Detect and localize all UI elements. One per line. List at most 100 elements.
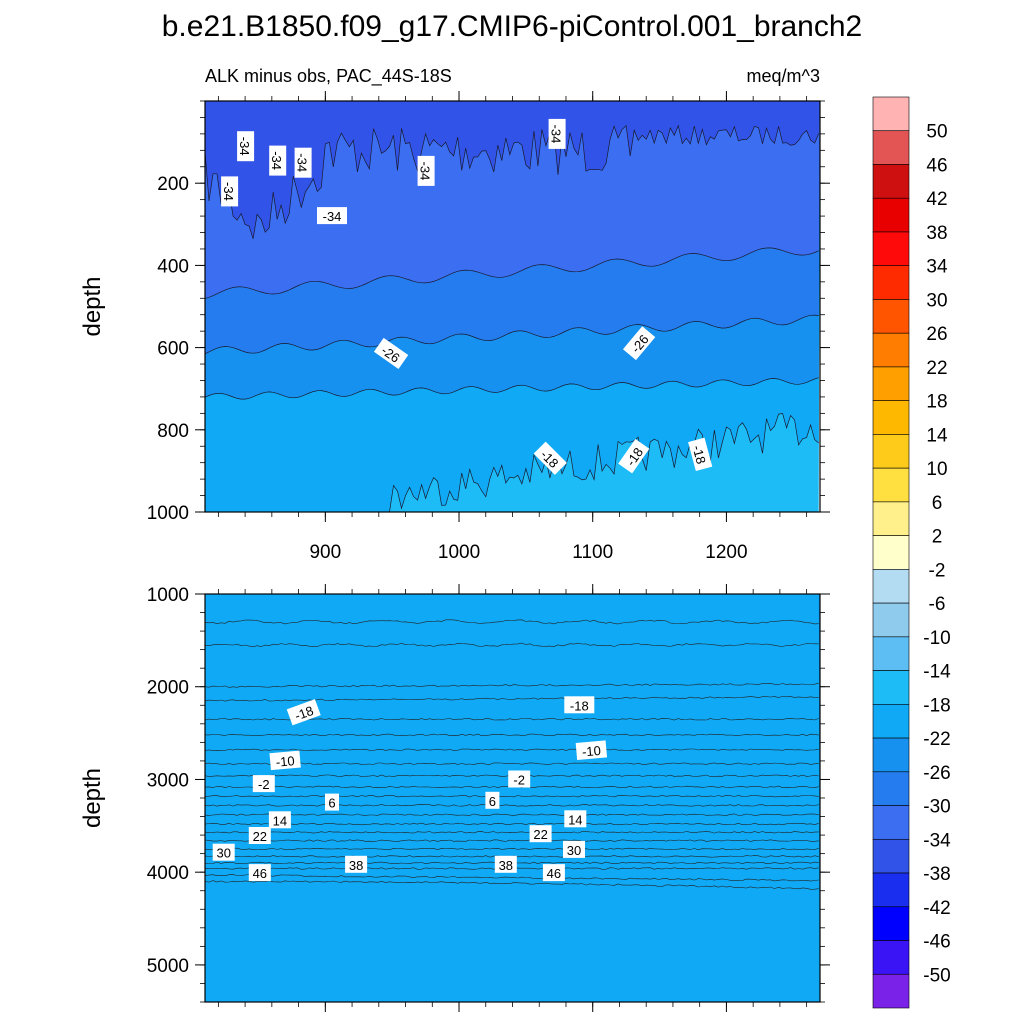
colorbar-label: -30 <box>923 797 950 818</box>
contour-label-box <box>494 855 517 873</box>
colorbar-label: 6 <box>932 493 943 514</box>
contour-label: 30 <box>563 840 585 858</box>
contour-label: -34 <box>417 155 435 186</box>
contour-line <box>204 874 819 882</box>
colorbar-label: 14 <box>926 425 948 446</box>
colorbar-swatch <box>872 737 910 773</box>
y-tick-label: 1000 <box>147 585 189 606</box>
contour-label-box <box>221 176 239 207</box>
contour-label-text: 22 <box>533 827 547 842</box>
colorbar-swatch <box>872 366 910 401</box>
contour-band <box>205 101 820 239</box>
contour-label: 14 <box>564 810 587 828</box>
colorbar-swatch <box>872 940 910 975</box>
contour-band <box>205 594 820 1002</box>
contour-label-text: 38 <box>349 858 363 873</box>
colorbar-swatch <box>872 501 910 536</box>
contour-line <box>204 813 819 816</box>
colorbar-swatch <box>872 973 910 1009</box>
colorbar-swatch <box>872 906 910 941</box>
contour-label-text: 30 <box>567 843 581 858</box>
y-axis-title: depth <box>79 276 106 336</box>
colorbar-label: -38 <box>923 864 950 885</box>
x-tick-label: 1000 <box>438 542 480 563</box>
contour-label-box <box>529 825 552 843</box>
contour-line <box>204 314 819 355</box>
contour-label-box <box>252 775 275 793</box>
contour-label-box <box>485 791 500 809</box>
contour-label: 14 <box>268 811 291 829</box>
y-tick-label: 5000 <box>147 956 189 977</box>
colorbar-label: -50 <box>923 965 950 986</box>
contour-label-box <box>688 437 713 472</box>
contour-label: -18 <box>688 437 713 472</box>
contour-label-text: 14 <box>273 813 287 828</box>
contour-line <box>204 822 819 826</box>
colorbar-label: -14 <box>923 662 951 683</box>
colorbar-swatch <box>872 602 910 638</box>
colorbar-label: -34 <box>923 830 951 851</box>
colorbar-label: 2 <box>932 527 943 548</box>
colorbar-swatch <box>872 400 910 435</box>
colorbar-swatch <box>872 805 910 840</box>
colorbar-swatch <box>872 130 910 165</box>
contour-label-box <box>286 699 321 726</box>
contour-label-box <box>417 155 435 186</box>
contour-line <box>204 847 819 851</box>
contour-label-box <box>269 750 301 771</box>
contour-label-box <box>345 855 368 873</box>
contour-label-text: -18 <box>690 444 709 466</box>
colorbar-label: -2 <box>929 560 946 581</box>
variable-label: ALK minus obs, PAC_44S-18S <box>205 66 452 87</box>
contour-line <box>204 682 819 688</box>
contour-label: 22 <box>529 825 552 843</box>
y-tick-label: 600 <box>157 339 189 360</box>
colorbar: 50 46 42 38 34 30 26 22 18 14 10 6 2 -2 -6 -10 -14 -18 -22… <box>872 96 951 1009</box>
contour-line <box>204 247 819 299</box>
contour-label-box <box>237 131 255 162</box>
colorbar-label: -26 <box>923 763 950 784</box>
colorbar-swatch <box>872 872 910 908</box>
contour-label-text: 30 <box>216 846 230 861</box>
contour-label-box <box>248 864 271 882</box>
contour-label-text: 6 <box>328 796 335 811</box>
contour-label-text: -34 <box>323 209 342 224</box>
contour-label-box <box>575 740 608 760</box>
contour-line <box>204 762 819 765</box>
contour-label-box <box>564 696 595 714</box>
colorbar-swatch <box>872 265 910 300</box>
lower-panel: 1000 2000 3000 4000 5000 depth -18 -10 -2 6 14 22 30… <box>79 584 830 1012</box>
contour-label: -18 <box>564 696 595 714</box>
contour-label-box <box>294 147 312 178</box>
contour-label-text: -2 <box>258 777 270 792</box>
contour-label: -34 <box>294 147 312 178</box>
contour-label-box <box>508 770 531 788</box>
contour-label-text: -18 <box>293 703 316 724</box>
x-tick-label: 900 <box>309 542 341 563</box>
colorbar-swatch <box>872 332 910 368</box>
contour-label: -34 <box>548 118 566 149</box>
contour-label: 46 <box>542 864 565 882</box>
y-tick-label: 3000 <box>147 770 189 791</box>
contour-label-box <box>248 827 271 844</box>
colorbar-swatch <box>872 636 910 671</box>
contour-label-text: -34 <box>237 137 252 156</box>
contour-label-text: 46 <box>547 866 561 881</box>
colorbar-swatch <box>872 670 910 705</box>
contour-label-box <box>373 337 409 369</box>
colorbar-label: 30 <box>926 290 947 311</box>
contour-label: 22 <box>248 827 271 844</box>
contour-label-box <box>269 145 287 176</box>
contour-line <box>204 880 819 890</box>
colorbar-swatch <box>872 838 910 874</box>
contour-label-text: -10 <box>275 753 295 770</box>
contour-label-box <box>564 810 587 828</box>
colorbar-swatch <box>872 164 910 199</box>
contour-label-text: -34 <box>269 151 284 170</box>
contour-label: -34 <box>237 131 255 162</box>
contour-label-text: 6 <box>489 794 496 809</box>
contour-label-box <box>618 439 650 474</box>
colorbar-label: 50 <box>926 122 947 143</box>
colorbar-label: -6 <box>929 594 946 615</box>
